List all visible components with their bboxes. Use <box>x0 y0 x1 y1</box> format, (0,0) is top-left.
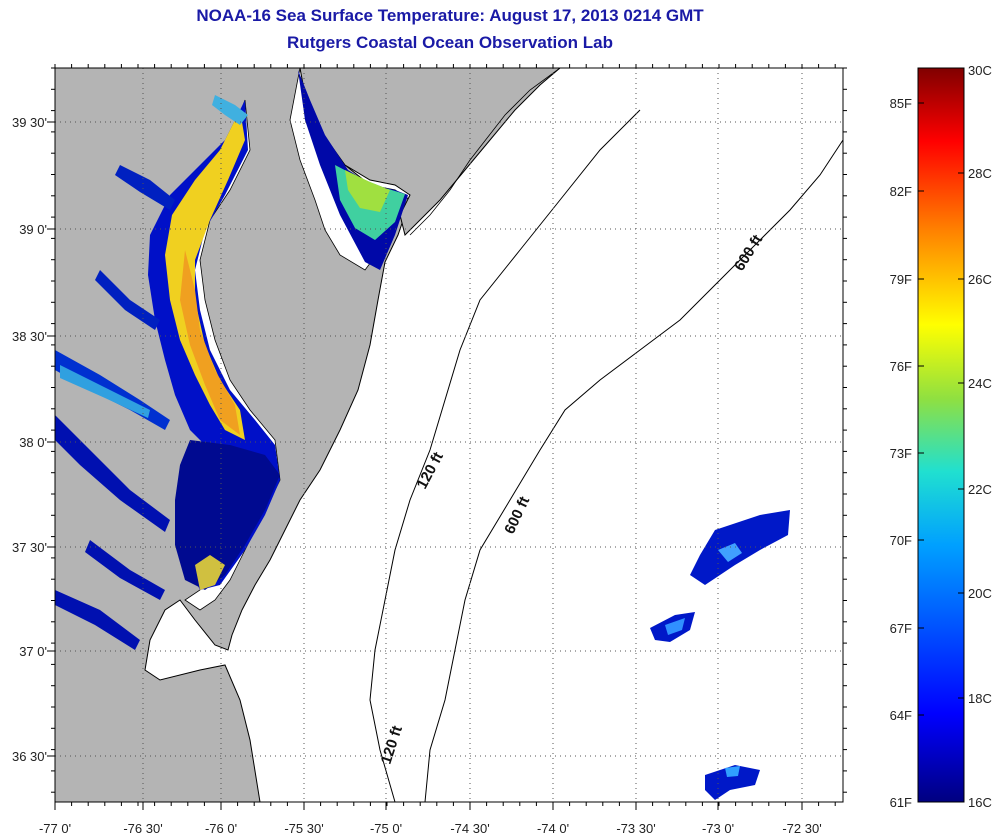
sst-offshore-patch-2-core <box>665 618 685 635</box>
sst-tributary-4 <box>85 540 165 600</box>
colorbar-fahrenheit-label: 70F <box>890 533 912 548</box>
lon-tick-label: -76 30' <box>123 821 162 836</box>
lon-tick-label: -73 0' <box>702 821 734 836</box>
lon-tick-label: -72 30' <box>782 821 821 836</box>
axis-ticks <box>47 64 847 810</box>
sst-tributary-6 <box>115 165 175 210</box>
lon-tick-label: -75 0' <box>370 821 402 836</box>
lon-tick-label: -73 30' <box>616 821 655 836</box>
colorbar-fahrenheit-label: 85F <box>890 96 912 111</box>
colorbar <box>917 67 965 803</box>
colorbar-fahrenheit-label: 79F <box>890 272 912 287</box>
lat-tick-label: 37 0' <box>19 644 47 659</box>
sst-upper-bay-head <box>212 95 248 125</box>
sst-chesapeake-mid <box>180 250 240 435</box>
map-frame <box>54 67 844 803</box>
map-title: NOAA-16 Sea Surface Temperature: August … <box>196 6 704 25</box>
lon-tick-label: -76 0' <box>205 821 237 836</box>
colorbar-celsius-label: 20C <box>968 586 992 601</box>
sst-offshore-patch-1-core <box>718 543 742 562</box>
lat-tick-label: 38 0' <box>19 435 47 450</box>
sst-tributary-3 <box>55 415 170 532</box>
colorbar-fahrenheit-label: 73F <box>890 446 912 461</box>
colorbar-celsius-label: 16C <box>968 795 992 810</box>
lat-tick-label: 37 30' <box>12 540 47 555</box>
lon-tick-label: -77 0' <box>39 821 71 836</box>
sst-chesapeake-lower <box>175 440 280 590</box>
lat-tick-label: 38 30' <box>12 329 47 344</box>
sst-offshore-patch-3-core <box>725 766 740 777</box>
colorbar-fahrenheit-label: 67F <box>890 621 912 636</box>
colorbar-celsius-label: 22C <box>968 482 992 497</box>
sst-tributary-7 <box>95 270 160 330</box>
lat-tick-label: 39 30' <box>12 115 47 130</box>
colorbar-fahrenheit-label: 76F <box>890 359 912 374</box>
sst-delaware-bay-center <box>345 170 390 212</box>
colorbar-celsius-label: 24C <box>968 376 992 391</box>
lon-tick-label: -74 30' <box>450 821 489 836</box>
colorbar-celsius-label: 30C <box>968 63 992 78</box>
lon-tick-label: -75 30' <box>284 821 323 836</box>
sst-offshore-patch-3 <box>705 765 760 800</box>
colorbar-celsius-label: 18C <box>968 691 992 706</box>
isobath-coastline-shelf <box>409 68 561 236</box>
colorbar-fahrenheit-label: 61F <box>890 795 912 810</box>
sst-tributary-2 <box>60 365 150 418</box>
colorbar-ticks <box>918 67 964 803</box>
sst-tributary-5 <box>55 590 140 650</box>
lat-tick-label: 36 30' <box>12 749 47 764</box>
lon-tick-label: -74 0' <box>537 821 569 836</box>
sst-chesapeake-mouth <box>195 555 225 590</box>
colorbar-celsius-label: 28C <box>968 166 992 181</box>
isobath-120ft-line <box>369 109 641 802</box>
lat-tick-label: 39 0' <box>19 222 47 237</box>
isobath-600ft-line <box>424 139 843 802</box>
colorbar-celsius-label: 26C <box>968 272 992 287</box>
colorbar-fahrenheit-label: 64F <box>890 708 912 723</box>
map-subtitle: Rutgers Coastal Ocean Observation Lab <box>287 33 613 52</box>
colorbar-fahrenheit-label: 82F <box>890 184 912 199</box>
